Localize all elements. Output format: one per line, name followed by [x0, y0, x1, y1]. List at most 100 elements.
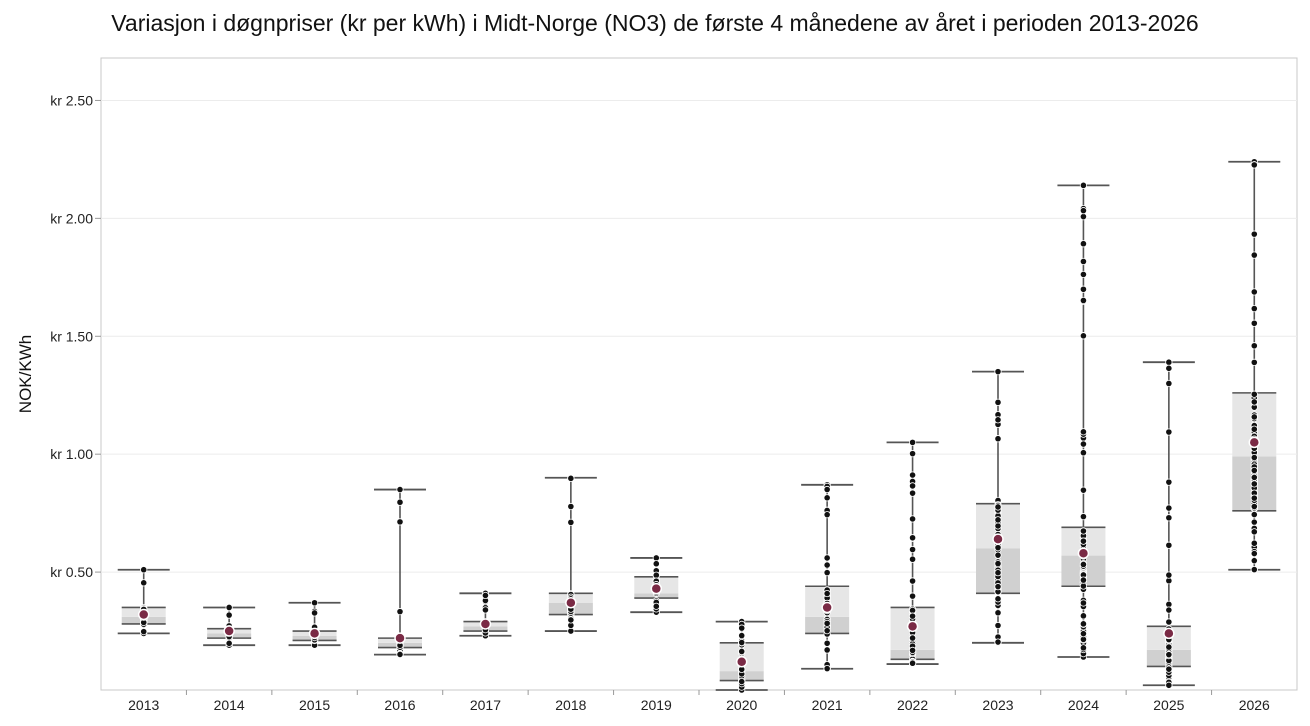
day-price-point: [738, 677, 746, 686]
box-2021: [801, 481, 854, 673]
day-price-point: [1250, 413, 1258, 421]
plot-frame: [100, 57, 1298, 691]
mean-point: [565, 596, 577, 609]
day-price-point: [1250, 425, 1258, 433]
day-price-point: [908, 534, 917, 542]
day-price-point: [994, 583, 1002, 591]
day-price-point: [823, 561, 831, 569]
day-price-point: [1165, 364, 1173, 372]
box-2018: [544, 474, 597, 635]
day-price-point: [994, 544, 1002, 552]
day-price-point: [994, 516, 1002, 524]
box-2026: [1228, 158, 1281, 574]
day-price-point: [994, 368, 1002, 376]
day-price-point: [994, 503, 1002, 511]
mean-point: [650, 582, 663, 595]
mean-point: [735, 655, 748, 668]
mean-point: [479, 618, 492, 630]
day-price-point: [1079, 213, 1088, 221]
box-2014: [203, 603, 256, 649]
day-price-point: [140, 628, 148, 636]
day-price-point: [994, 551, 1002, 559]
day-price-point: [1079, 207, 1088, 215]
day-price-point: [1079, 440, 1088, 448]
mean-point: [394, 632, 406, 644]
y-tick-label: kr 2.00: [50, 210, 93, 226]
day-price-point: [994, 416, 1002, 424]
day-price-point: [567, 474, 575, 482]
mean-point: [308, 627, 321, 640]
day-price-point: [823, 639, 831, 647]
day-price-point: [908, 592, 917, 600]
day-price-point: [1079, 181, 1088, 189]
y-tick-label: kr 0.50: [50, 564, 93, 580]
day-price-point: [1250, 565, 1258, 574]
day-price-point: [738, 638, 746, 647]
day-price-point: [1079, 630, 1088, 638]
x-tick-label: 2021: [812, 697, 843, 713]
day-price-point: [1250, 319, 1258, 327]
x-tick-label: 2023: [982, 697, 1013, 713]
day-price-point: [1250, 342, 1258, 350]
mean-point: [223, 625, 235, 637]
day-price-point: [1250, 473, 1258, 482]
day-price-point: [1250, 557, 1258, 565]
day-price-point: [908, 489, 917, 497]
day-price-point: [1079, 449, 1088, 457]
day-price-point: [994, 609, 1002, 617]
day-price-point: [1250, 528, 1258, 536]
day-price-point: [994, 522, 1002, 530]
day-price-point: [1165, 643, 1173, 651]
day-price-point: [1079, 560, 1088, 569]
day-price-point: [396, 485, 404, 494]
day-price-point: [567, 518, 575, 526]
day-price-point: [1079, 513, 1088, 521]
day-price-point: [908, 438, 917, 446]
y-tick-label: kr 1.00: [50, 446, 93, 462]
day-price-point: [823, 494, 831, 502]
day-price-point: [823, 485, 831, 494]
day-price-point: [738, 624, 746, 632]
day-price-point: [823, 589, 831, 598]
day-price-point: [225, 603, 233, 612]
day-price-point: [1250, 390, 1258, 398]
day-price-point: [908, 555, 917, 563]
day-price-point: [1079, 486, 1088, 494]
day-price-point: [1165, 665, 1173, 673]
day-price-point: [1250, 288, 1258, 296]
day-price-point: [1250, 251, 1258, 259]
day-price-point: [1250, 518, 1258, 526]
box-2017: [459, 589, 512, 640]
day-price-point: [994, 559, 1002, 568]
mean-point: [821, 601, 833, 614]
day-price-point: [140, 579, 148, 587]
day-price-point: [908, 515, 917, 523]
x-tick-label: 2025: [1153, 697, 1184, 713]
day-price-point: [396, 498, 404, 506]
day-price-point: [1079, 576, 1088, 584]
day-price-point: [1079, 332, 1088, 340]
day-price-point: [1165, 428, 1173, 436]
day-price-point: [1165, 606, 1173, 614]
mean-point: [1077, 547, 1090, 559]
day-price-point: [481, 591, 490, 600]
box-2025: [1142, 358, 1195, 689]
day-price-point: [908, 646, 917, 655]
day-price-point: [908, 612, 917, 620]
day-price-point: [823, 511, 831, 519]
day-price-point: [567, 616, 575, 624]
y-tick-label: kr 2.50: [50, 92, 93, 108]
day-price-point: [310, 609, 319, 617]
day-price-point: [1079, 285, 1088, 293]
day-price-point: [1165, 358, 1173, 366]
day-price-point: [823, 646, 831, 654]
day-price-point: [1079, 612, 1088, 620]
day-price-point: [908, 482, 917, 490]
day-price-point: [1079, 527, 1088, 535]
mean-point: [992, 533, 1004, 545]
day-price-point: [1165, 379, 1173, 388]
day-price-point: [823, 569, 831, 577]
day-price-point: [140, 566, 148, 574]
mean-point: [137, 608, 150, 621]
day-price-point: [1250, 549, 1258, 558]
